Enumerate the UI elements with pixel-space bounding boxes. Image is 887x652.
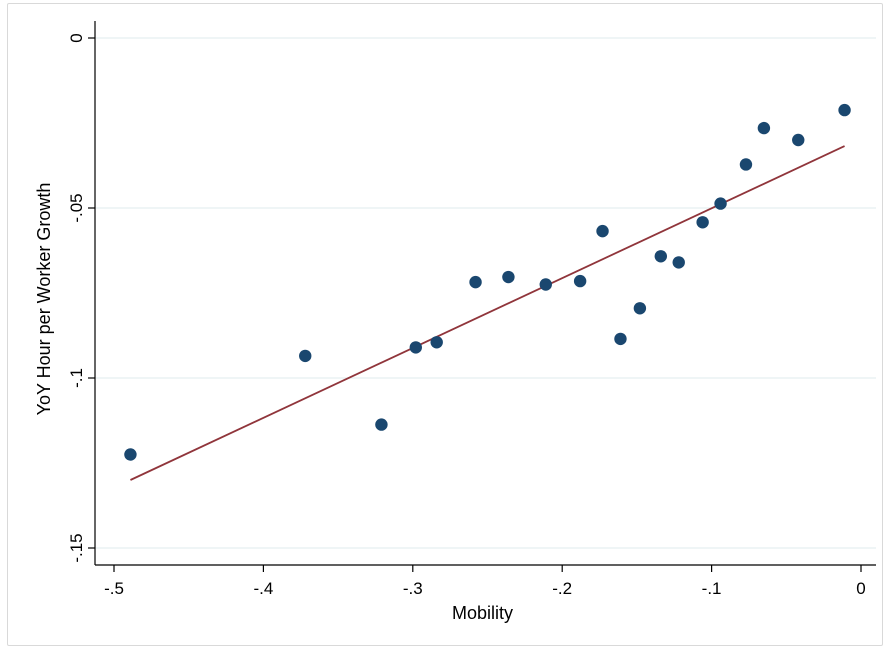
data-point	[502, 270, 515, 284]
data-point	[573, 274, 587, 288]
x-tick-label: -.5	[104, 579, 124, 598]
data-point	[299, 349, 312, 363]
data-point	[614, 332, 627, 346]
data-point	[469, 275, 482, 289]
data-point	[672, 256, 685, 269]
scatter-chart: -.5 -.4 -.3 -.2 -.1 0 0 -.05 -.1 -.15 Mobility Y…	[34, 21, 876, 623]
data-point	[430, 336, 443, 349]
y-tick-label: -.15	[67, 533, 86, 562]
y-tick-label: -.1	[67, 368, 86, 388]
x-tick-label: -.4	[253, 579, 273, 598]
y-axis-ticks: 0 -.05 -.1 -.15	[67, 33, 95, 563]
data-point	[739, 158, 753, 171]
data-point	[375, 418, 388, 431]
data-point	[124, 448, 137, 461]
x-tick-label: 0	[856, 579, 865, 598]
data-point	[539, 278, 552, 291]
data-point	[757, 121, 771, 135]
x-axis-ticks: -.5 -.4 -.3 -.2 -.1 0	[104, 565, 866, 598]
axes	[94, 21, 876, 566]
y-tick-label: -.05	[67, 193, 86, 222]
data-point	[633, 302, 647, 315]
data-point	[838, 103, 851, 117]
y-tick-label: 0	[67, 33, 86, 42]
gridlines	[95, 37, 876, 549]
y-axis-title: YoY Hour per Worker Growth	[34, 183, 54, 416]
x-tick-label: -.3	[403, 579, 423, 598]
x-tick-label: -.2	[552, 579, 572, 598]
x-axis-title: Mobility	[452, 603, 513, 623]
fit-line	[130, 145, 845, 481]
points-layer	[124, 103, 851, 461]
data-point	[792, 133, 805, 147]
data-point	[409, 341, 422, 354]
chart-frame: -.5 -.4 -.3 -.2 -.1 0 0 -.05 -.1 -.15 Mobility Y…	[7, 3, 883, 646]
data-point	[696, 216, 709, 229]
data-point	[714, 197, 727, 210]
x-tick-label: -.1	[702, 579, 722, 598]
data-point	[596, 224, 609, 238]
data-point	[654, 250, 668, 263]
fit-line-layer	[130, 145, 845, 481]
